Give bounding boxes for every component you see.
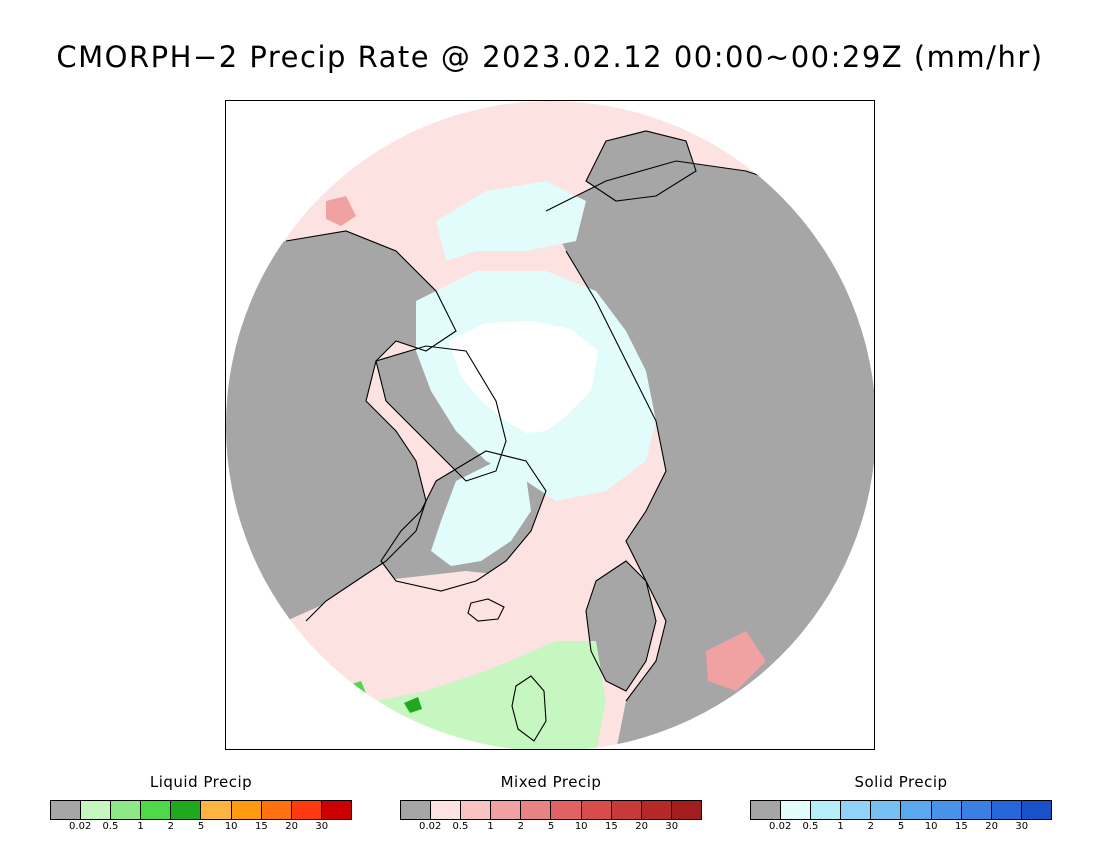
no-data-polar-cap: [448, 321, 598, 433]
legend-bar-mixed: [400, 800, 702, 820]
legend-swatch-7: [261, 801, 292, 819]
legend-swatch-6: [931, 801, 962, 819]
legend-tick-label: 0.5: [802, 821, 819, 832]
legend-bar-liquid: [50, 800, 352, 820]
legend-swatch-5: [201, 801, 232, 819]
legend-swatch-8: [991, 801, 1022, 819]
legend-tick-label: 2: [517, 821, 524, 832]
legend-tick-label: 15: [605, 821, 618, 832]
legend-ticks-solid: 0.02 0.5 1 2 5 10 15 20 30: [750, 821, 1052, 835]
legend-tick-label: 30: [1015, 821, 1029, 832]
map-frame: [225, 100, 875, 750]
legend-tick-label: 0.5: [102, 821, 119, 832]
legend-liquid-precip: Liquid Precip 0.02 0.5 1 2 5 10 15 20 30: [50, 772, 352, 835]
legend-tick-label: 30: [315, 821, 329, 832]
legend-tick-label: 5: [897, 821, 905, 832]
legend-swatch-2: [111, 801, 142, 819]
coastline-greenland: [380, 450, 547, 592]
legend-tick-label: 5: [547, 821, 555, 832]
legend-swatch-9: [1021, 801, 1051, 819]
north-america-land: [226, 231, 456, 621]
legend-tick-label: 20: [635, 821, 648, 832]
legend-swatch-0: [51, 801, 82, 819]
legend-swatch-2: [811, 801, 842, 819]
legend-swatch-2: [461, 801, 492, 819]
legend-tick-label: 5: [197, 821, 205, 832]
legend-swatch-8: [291, 801, 322, 819]
legend-mixed-precip: Mixed Precip 0.02 0.5 1 2 5 10 15 20 30: [400, 772, 702, 835]
legend-swatch-5: [901, 801, 932, 819]
legend-swatch-9: [321, 801, 351, 819]
legend-swatch-0: [751, 801, 782, 819]
legend-tick-label: 0.02: [419, 821, 442, 832]
legend-swatch-8: [641, 801, 672, 819]
legend-title-liquid: Liquid Precip: [149, 773, 253, 791]
legend-solid-precip: Solid Precip 0.02 0.5 1 2 5 10 15 20 30: [750, 772, 1052, 835]
coastline-north-america: [285, 230, 457, 622]
siberia-north-land: [586, 131, 696, 201]
legend-tick-label: 30: [665, 821, 679, 832]
scandinavia-land: [586, 561, 656, 691]
legend-tick-label: 2: [167, 821, 174, 832]
legend-tick-label: 20: [985, 821, 998, 832]
legend-swatch-1: [431, 801, 462, 819]
legend-bar-solid: [750, 800, 1052, 820]
legend-tick-label: 0.02: [69, 821, 92, 832]
legend-swatch-6: [231, 801, 262, 819]
legend-swatch-3: [491, 801, 522, 819]
legend-swatch-5: [551, 801, 582, 819]
coastline-canadian-archipelago: [375, 345, 507, 482]
eurasia-land: [546, 161, 874, 749]
solid-precip-siberia: [436, 181, 586, 261]
legend-swatch-7: [961, 801, 992, 819]
coastline-scandinavia: [585, 560, 657, 692]
legend-swatch-4: [871, 801, 902, 819]
legend-tick-label: 1: [137, 821, 144, 832]
legend-swatch-4: [521, 801, 552, 819]
legend-swatch-1: [81, 801, 112, 819]
legend-tick-label: 10: [224, 821, 238, 832]
legend-title-mixed: Mixed Precip: [500, 773, 602, 791]
mixed-precip-spot-europe: [706, 631, 766, 691]
legend-swatch-3: [141, 801, 172, 819]
legend-swatch-9: [671, 801, 701, 819]
legend-tick-label: 20: [285, 821, 298, 832]
legend-tick-label: 1: [837, 821, 844, 832]
legend-title-solid: Solid Precip: [854, 773, 948, 791]
legend-tick-label: 0.02: [769, 821, 792, 832]
coastline-iceland: [467, 598, 505, 622]
legend-tick-label: 15: [955, 821, 968, 832]
legend-swatch-1: [781, 801, 812, 819]
mixed-precip-spot-bering: [326, 196, 356, 226]
liquid-precip-spot-2: [404, 697, 422, 713]
polar-precip-map: [226, 101, 874, 749]
map-title: CMORPH−2 Precip Rate @ 2023.02.12 00:00~…: [56, 40, 1044, 74]
legend-swatch-3: [841, 801, 872, 819]
legend-swatch-7: [611, 801, 642, 819]
legend-swatch-0: [401, 801, 432, 819]
legend-ticks-liquid: 0.02 0.5 1 2 5 10 15 20 30: [50, 821, 352, 835]
coastline-british-isles: [511, 675, 547, 742]
legend-tick-label: 1: [487, 821, 494, 832]
solid-precip-greenland: [431, 461, 531, 566]
legend-tick-label: 0.5: [452, 821, 469, 832]
legend-tick-label: 2: [867, 821, 874, 832]
legend-swatch-6: [581, 801, 612, 819]
legend-tick-label: 10: [924, 821, 938, 832]
legend-tick-label: 10: [574, 821, 588, 832]
legend-ticks-mixed: 0.02 0.5 1 2 5 10 15 20 30: [400, 821, 702, 835]
liquid-precip-europe: [366, 641, 606, 749]
legend-swatch-4: [171, 801, 202, 819]
coastline-siberia-north: [585, 130, 697, 202]
legend-tick-label: 15: [255, 821, 268, 832]
